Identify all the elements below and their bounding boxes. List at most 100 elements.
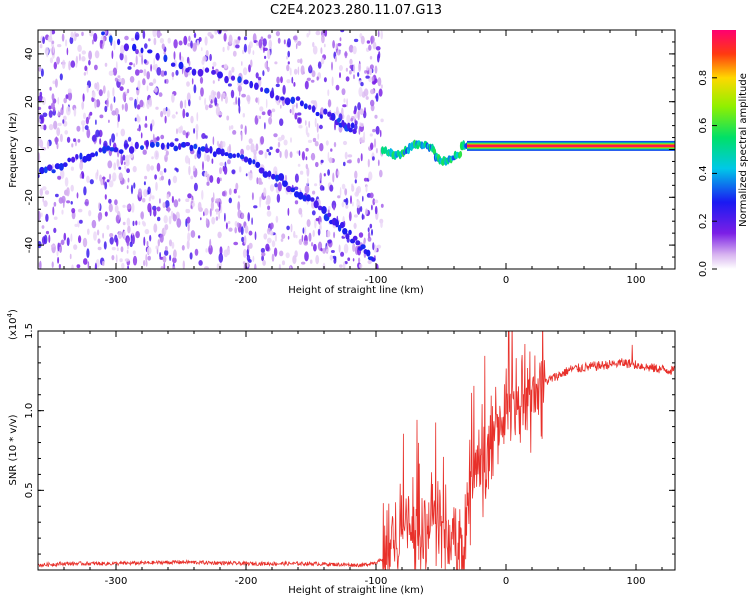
heatmap-cell (53, 120, 58, 130)
snr-x-label: Height of straight line (km) (288, 585, 424, 596)
heatmap-cell (330, 148, 333, 152)
heatmap-cell (216, 263, 220, 269)
heatmap-cell (375, 125, 380, 135)
heatmap-cell (94, 50, 100, 59)
heatmap-trace-cell (258, 167, 265, 174)
heatmap-cell (69, 253, 72, 260)
heatmap-cell (358, 86, 363, 97)
heatmap-cell (142, 30, 146, 39)
heatmap-cell (370, 88, 375, 95)
heatmap-trace-cell (54, 163, 61, 170)
heatmap-cell (44, 47, 49, 55)
heatmap-cell (214, 30, 218, 35)
heatmap-cell (339, 72, 341, 79)
heatmap-cell (198, 37, 202, 42)
heatmap-cell (149, 97, 152, 106)
heatmap-cell (98, 202, 101, 210)
heatmap-cell (200, 87, 204, 97)
heatmap-cell (371, 229, 373, 236)
heatmap-cell (347, 154, 353, 158)
heatmap-cell (112, 87, 115, 97)
heatmap-cell (283, 39, 286, 45)
heatmap-cell (242, 248, 247, 258)
heatmap-cell (321, 34, 325, 44)
heatmap-cell (87, 261, 90, 269)
heatmap-cell (122, 154, 126, 161)
heatmap-cell (164, 154, 168, 163)
heatmap-trace-cell (209, 146, 213, 154)
heatmap-cell (335, 168, 339, 179)
heatmap-cell (59, 73, 63, 81)
heatmap-cell (109, 138, 112, 147)
heatmap-cell (355, 120, 358, 126)
heatmap-cell (50, 244, 56, 248)
heatmap-cell (103, 175, 105, 186)
heatmap-cell (257, 115, 260, 119)
heatmap-cell (160, 110, 164, 118)
heatmap-trace-cell (348, 127, 353, 133)
heatmap-cell (47, 35, 53, 43)
heatmap-cell (245, 144, 251, 151)
heatmap-cell (87, 228, 90, 235)
heatmap-cell (366, 66, 369, 71)
spectrogram-heatmap (38, 30, 675, 269)
heatmap-cell (38, 118, 41, 123)
heatmap-cell (171, 195, 174, 204)
heatmap-cell (375, 46, 381, 51)
heatmap-cell (60, 169, 65, 179)
heatmap-cell (191, 78, 194, 85)
heatmap-cell (312, 41, 315, 48)
heatmap-cell (143, 236, 146, 246)
heatmap-cell (187, 193, 192, 199)
heatmap-cell (206, 181, 210, 186)
heatmap-cell (190, 40, 193, 49)
heatmap-cell (228, 70, 232, 80)
heatmap-cell (116, 158, 120, 167)
heatmap-cell (271, 108, 276, 113)
heatmap-trace-cell (271, 173, 276, 180)
heatmap-cell (297, 66, 300, 75)
heatmap-trace-cell (200, 146, 206, 152)
heatmap-cell (355, 187, 360, 196)
heatmap-cell (71, 143, 74, 148)
heatmap-cell (114, 77, 118, 82)
heatmap-cell (377, 30, 380, 38)
heatmap-cell (287, 50, 291, 58)
heatmap-cell (141, 55, 143, 65)
heatmap-trace-cell (317, 205, 323, 211)
heatmap-cell (353, 109, 357, 115)
heatmap-cell (57, 175, 62, 180)
heatmap-cell (187, 71, 191, 76)
heatmap-cell (341, 183, 346, 190)
heatmap-cell (95, 129, 100, 138)
heatmap-cell (150, 64, 153, 72)
heatmap-cell (144, 228, 150, 235)
heatmap-cell (83, 258, 88, 265)
heatmap-cell (56, 56, 60, 65)
heatmap-cell (332, 172, 335, 183)
heatmap-cell (81, 31, 84, 37)
heatmap-cell (267, 205, 271, 211)
heatmap-cell (146, 246, 152, 255)
heatmap-trace-cell (166, 142, 170, 150)
heatmap-cell (263, 187, 267, 197)
heatmap-cell (346, 98, 348, 108)
heatmap-cell (205, 104, 209, 111)
heatmap-cell (276, 193, 281, 203)
heatmap-trace-cell (170, 62, 176, 67)
heatmap-cell (153, 37, 157, 46)
heatmap-cell (267, 34, 272, 39)
heatmap-cell (208, 95, 212, 102)
heatmap-cell (137, 188, 143, 198)
snr-y-multiplier: (x104) (6, 309, 19, 340)
heatmap-cell (208, 244, 213, 255)
heatmap-cell (216, 177, 221, 184)
heatmap-cell (39, 188, 43, 197)
heatmap-cell (141, 220, 145, 225)
heatmap-cell (228, 197, 232, 204)
heatmap-cell (292, 255, 297, 265)
heatmap-trace-cell (323, 108, 328, 115)
heatmap-trace-cell (163, 54, 168, 63)
heatmap-cell (218, 112, 223, 116)
heatmap-cell (196, 130, 198, 140)
